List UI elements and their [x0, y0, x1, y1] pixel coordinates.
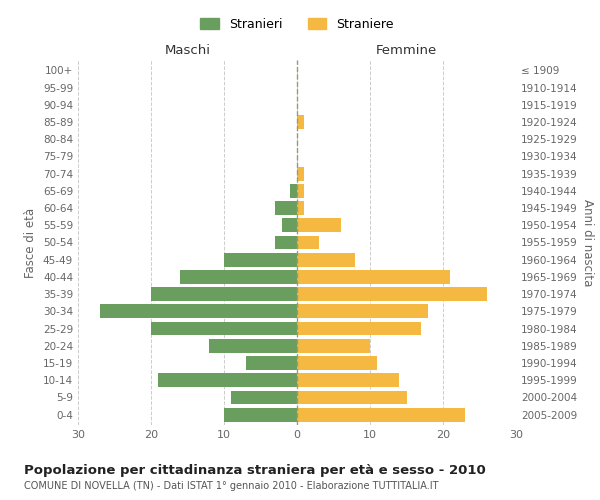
Legend: Stranieri, Straniere: Stranieri, Straniere [195, 12, 399, 36]
Bar [297, 166, 304, 180]
Bar [297, 253, 355, 266]
Bar [297, 322, 421, 336]
Bar [297, 218, 341, 232]
Bar [297, 339, 370, 352]
Bar [224, 253, 297, 266]
Bar [151, 288, 297, 301]
Text: COMUNE DI NOVELLA (TN) - Dati ISTAT 1° gennaio 2010 - Elaborazione TUTTITALIA.IT: COMUNE DI NOVELLA (TN) - Dati ISTAT 1° g… [24, 481, 439, 491]
Y-axis label: Anni di nascita: Anni di nascita [581, 199, 594, 286]
Bar [297, 184, 304, 198]
Bar [297, 288, 487, 301]
Bar [151, 322, 297, 336]
Bar [158, 374, 297, 387]
Bar [224, 408, 297, 422]
Bar [297, 201, 304, 215]
Text: Femmine: Femmine [376, 44, 437, 57]
Bar [297, 408, 465, 422]
Y-axis label: Fasce di età: Fasce di età [25, 208, 37, 278]
Bar [283, 218, 297, 232]
Bar [275, 201, 297, 215]
Bar [232, 390, 297, 404]
Bar [297, 390, 407, 404]
Bar [100, 304, 297, 318]
Bar [275, 236, 297, 250]
Bar [297, 115, 304, 129]
Bar [297, 270, 450, 284]
Text: Maschi: Maschi [164, 44, 211, 57]
Bar [297, 236, 319, 250]
Bar [246, 356, 297, 370]
Bar [209, 339, 297, 352]
Bar [297, 356, 377, 370]
Text: Popolazione per cittadinanza straniera per età e sesso - 2010: Popolazione per cittadinanza straniera p… [24, 464, 486, 477]
Bar [290, 184, 297, 198]
Bar [297, 374, 399, 387]
Bar [297, 304, 428, 318]
Bar [180, 270, 297, 284]
